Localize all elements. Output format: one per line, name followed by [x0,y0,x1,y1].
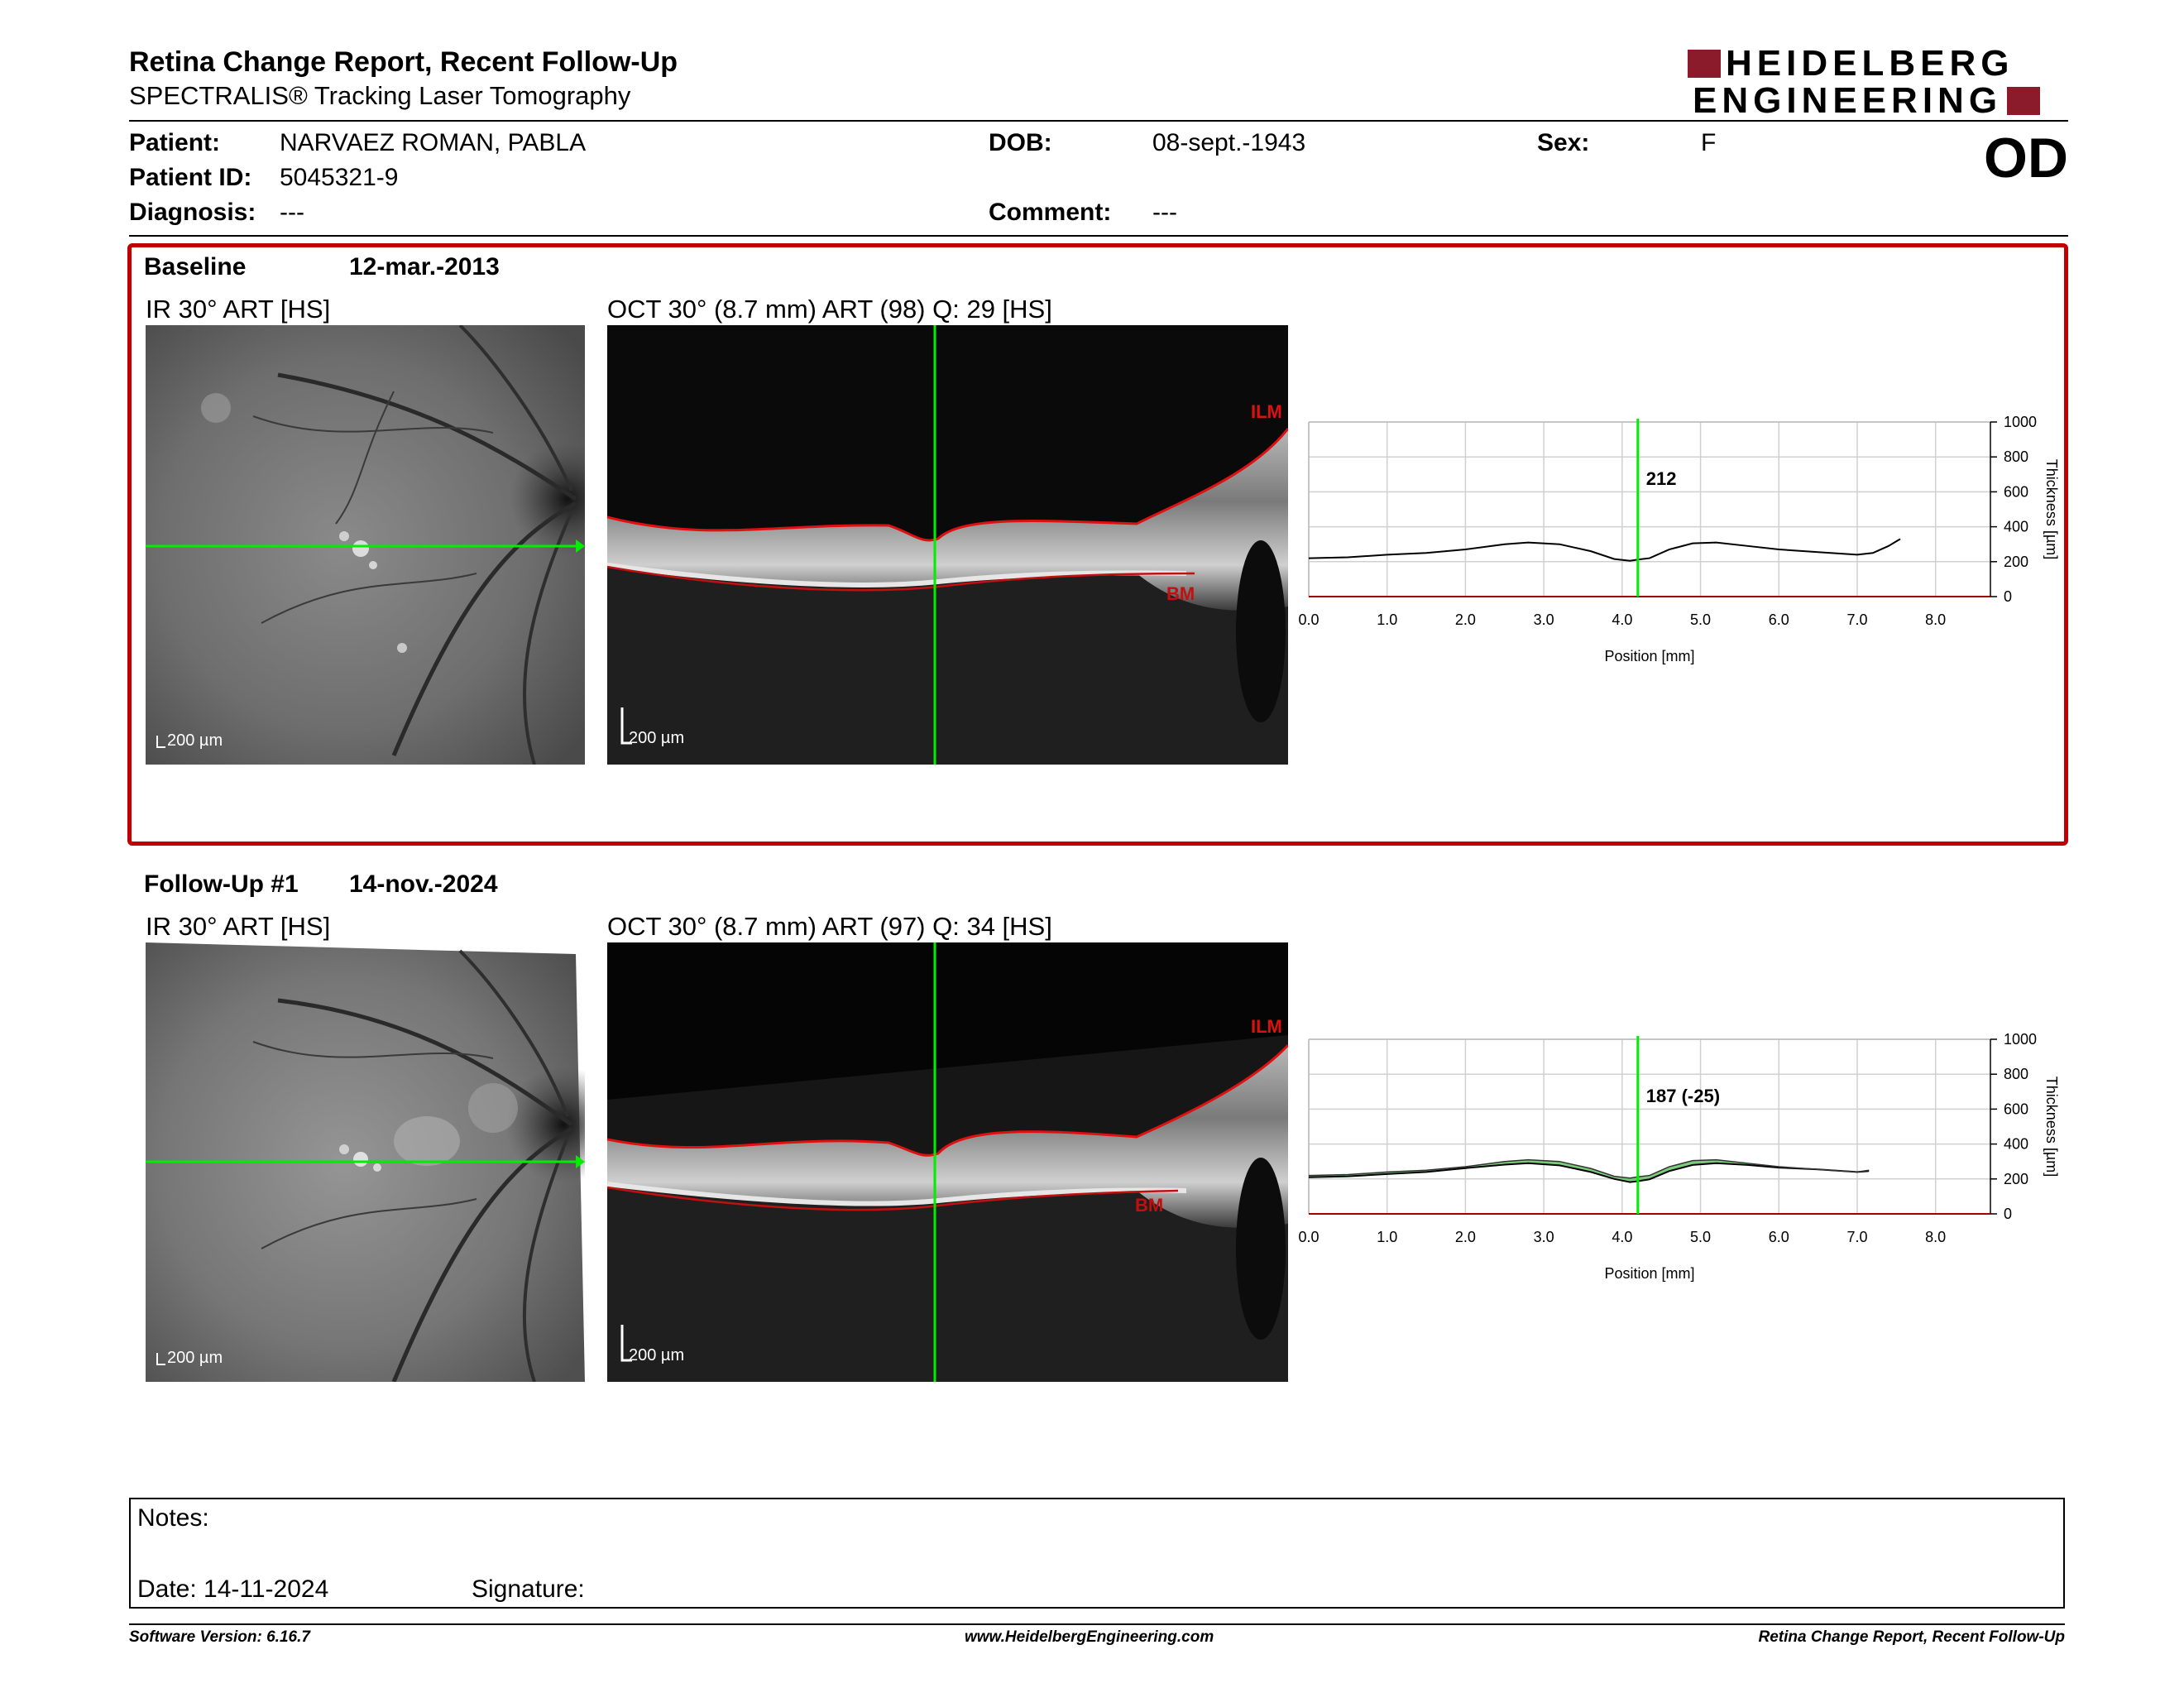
baseline-thickness-chart: 0.0 1.0 2.0 3.0 4.0 5.0 6.0 7.0 8.0 0 200 400 600 800… [1299,414,2060,664]
thickness-value-label: 187 (-25) [1646,1086,1720,1106]
comment-label: Comment: [989,199,1112,226]
x-tick-label: 2.0 [1455,611,1476,628]
y-tick-label: 1000 [2004,1031,2037,1048]
baseline-ir-scale: 200 µm [167,731,223,750]
baseline-oct-title: OCT 30° (8.7 mm) ART (98) Q: 29 [HS] [607,295,1052,324]
y-tick-label: 200 [2004,1171,2028,1187]
logo-line1: HEIDELBERG [1726,42,2014,84]
logo-square-icon [2007,86,2041,115]
x-tick-label: 3.0 [1534,611,1554,628]
y-tick-label: 600 [2004,483,2028,500]
patient-value: NARVAEZ ROMAN, PABLA [280,129,587,156]
y-tick-label: 400 [2004,1136,2028,1153]
footer-divider [129,1623,2065,1625]
baseline-oct-scale: 200 µm [629,729,684,747]
eye-indicator: OD [1984,127,2068,189]
baseline-bm-label: BM [1166,583,1195,604]
patient-label: Patient: [129,129,221,156]
x-tick-label: 8.0 [1925,1229,1946,1245]
patient-divider [129,235,2068,237]
y-tick-label: 400 [2004,519,2028,535]
followup-ir-title: IR 30° ART [HS] [146,912,331,941]
x-tick-label: 4.0 [1612,611,1632,628]
x-tick-label: 1.0 [1377,611,1397,628]
notes-box: Notes: Date: 14-11-2024 Signature: [129,1498,2065,1609]
x-tick-label: 5.0 [1690,1229,1711,1245]
x-tick-label: 6.0 [1769,1229,1789,1245]
x-tick-label: 0.0 [1299,1229,1320,1245]
logo-line2: ENGINEERING [1693,79,2003,121]
baseline-ir-image: 200 µm [146,325,585,765]
y-tick-label: 0 [2004,588,2012,605]
notes-label: Notes: [137,1504,209,1532]
dob-label: DOB: [989,129,1052,156]
followup-date: 14-nov.-2024 [349,870,498,898]
followup-ir-image: 200 µm [146,942,585,1382]
footer-website: www.HeidelbergEngineering.com [965,1628,1214,1646]
header-divider [129,120,2068,122]
followup-oct-image: ILM BM 200 µm [607,942,1288,1382]
followup-oct-title: OCT 30° (8.7 mm) ART (97) Q: 34 [HS] [607,912,1052,941]
report-subtitle: SPECTRALIS® Tracking Laser Tomography [129,81,631,110]
y-axis-label: Thickness [µm] [2043,1077,2060,1177]
followup-ir-scale: 200 µm [167,1349,223,1367]
date-label: Date: 14-11-2024 [137,1575,329,1603]
baseline-label: Baseline [144,253,247,281]
heidelberg-logo: HEIDELBERG ENGINEERING [1688,45,2068,119]
x-tick-label: 4.0 [1612,1229,1632,1245]
y-tick-label: 0 [2004,1206,2012,1222]
sex-label: Sex: [1537,129,1590,156]
thickness-line [1308,1158,1870,1179]
baseline-frame [127,243,2068,846]
diagnosis-value: --- [280,199,304,226]
comment-value: --- [1152,199,1177,226]
followup-ilm-label: ILM [1251,1016,1282,1037]
x-axis-label: Position [mm] [1604,1265,1694,1282]
signature-label: Signature: [472,1575,585,1603]
sex-value: F [1701,129,1717,156]
followup-label: Follow-Up #1 [144,870,299,898]
followup-bm-label: BM [1135,1195,1163,1216]
x-tick-label: 5.0 [1690,611,1711,628]
y-tick-label: 1000 [2004,414,2037,430]
followup-oct-scale: 200 µm [629,1346,684,1364]
dob-value: 08-sept.-1943 [1152,129,1306,156]
footer-report-name: Retina Change Report, Recent Follow-Up [1758,1628,2065,1646]
x-axis-label: Position [mm] [1604,648,1694,664]
thickness-value-label: 212 [1646,468,1677,489]
x-tick-label: 2.0 [1455,1229,1476,1245]
followup-thickness-chart: 0.0 1.0 2.0 3.0 4.0 5.0 6.0 7.0 8.0 0 200 400 600 800… [1299,1031,2060,1282]
thickness-line [1308,538,1901,562]
x-tick-label: 7.0 [1846,1229,1867,1245]
x-tick-label: 1.0 [1377,1229,1397,1245]
y-tick-label: 600 [2004,1101,2028,1117]
baseline-ir-title: IR 30° ART [HS] [146,295,331,324]
x-tick-label: 6.0 [1769,611,1789,628]
y-tick-label: 800 [2004,448,2028,465]
patient-id-value: 5045321-9 [280,164,399,191]
baseline-oct-image: ILM BM 200 µm [607,325,1288,765]
thickness-line [1308,1162,1870,1183]
x-tick-label: 3.0 [1534,1229,1554,1245]
x-tick-label: 8.0 [1925,611,1946,628]
x-tick-label: 0.0 [1299,611,1320,628]
baseline-date: 12-mar.-2013 [349,253,500,281]
logo-square-icon [1688,49,1721,78]
footer-software-version: Software Version: 6.16.7 [129,1628,310,1646]
patient-id-label: Patient ID: [129,164,252,191]
diagnosis-label: Diagnosis: [129,199,256,226]
y-axis-label: Thickness [µm] [2043,459,2060,559]
report-title: Retina Change Report, Recent Follow-Up [129,46,678,78]
y-tick-label: 800 [2004,1066,2028,1082]
baseline-ilm-label: ILM [1251,401,1282,422]
y-tick-label: 200 [2004,554,2028,570]
x-tick-label: 7.0 [1846,611,1867,628]
